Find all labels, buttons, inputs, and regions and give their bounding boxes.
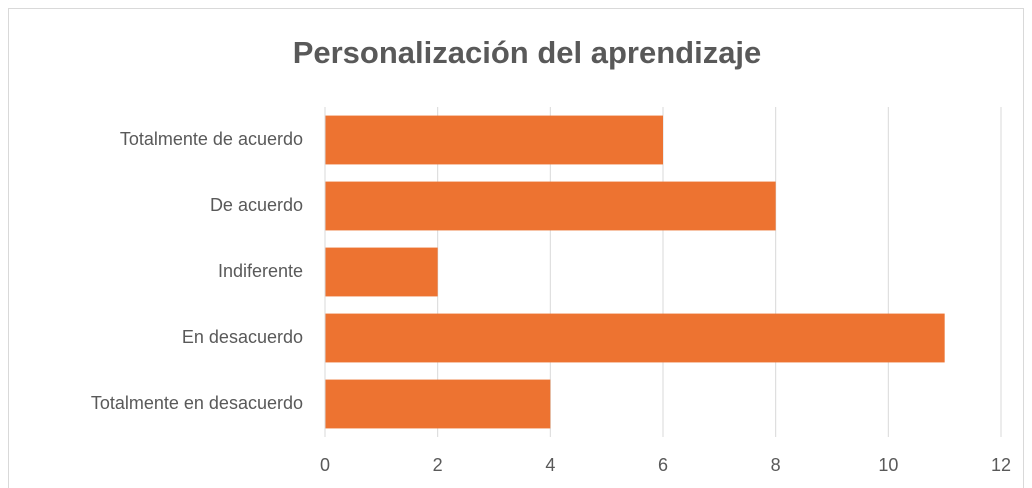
x-tick-label: 6 [658,455,668,475]
y-tick-label: Totalmente en desacuerdo [91,393,303,413]
x-tick-label: 10 [878,455,898,475]
bar [325,247,438,297]
bar [325,181,776,231]
x-tick-label: 12 [991,455,1011,475]
x-tick-label: 0 [320,455,330,475]
x-tick-label: 8 [771,455,781,475]
chart-title: Personalización del aprendizaje [293,35,762,70]
bar [325,379,551,429]
y-tick-label: Totalmente de acuerdo [120,129,303,149]
x-tick-label: 2 [433,455,443,475]
y-tick-label: Indiferente [218,261,303,281]
y-tick-label: En desacuerdo [182,327,303,347]
bar [325,115,663,165]
x-tick-label: 4 [545,455,555,475]
y-tick-label: De acuerdo [210,195,303,215]
bar [325,313,945,363]
